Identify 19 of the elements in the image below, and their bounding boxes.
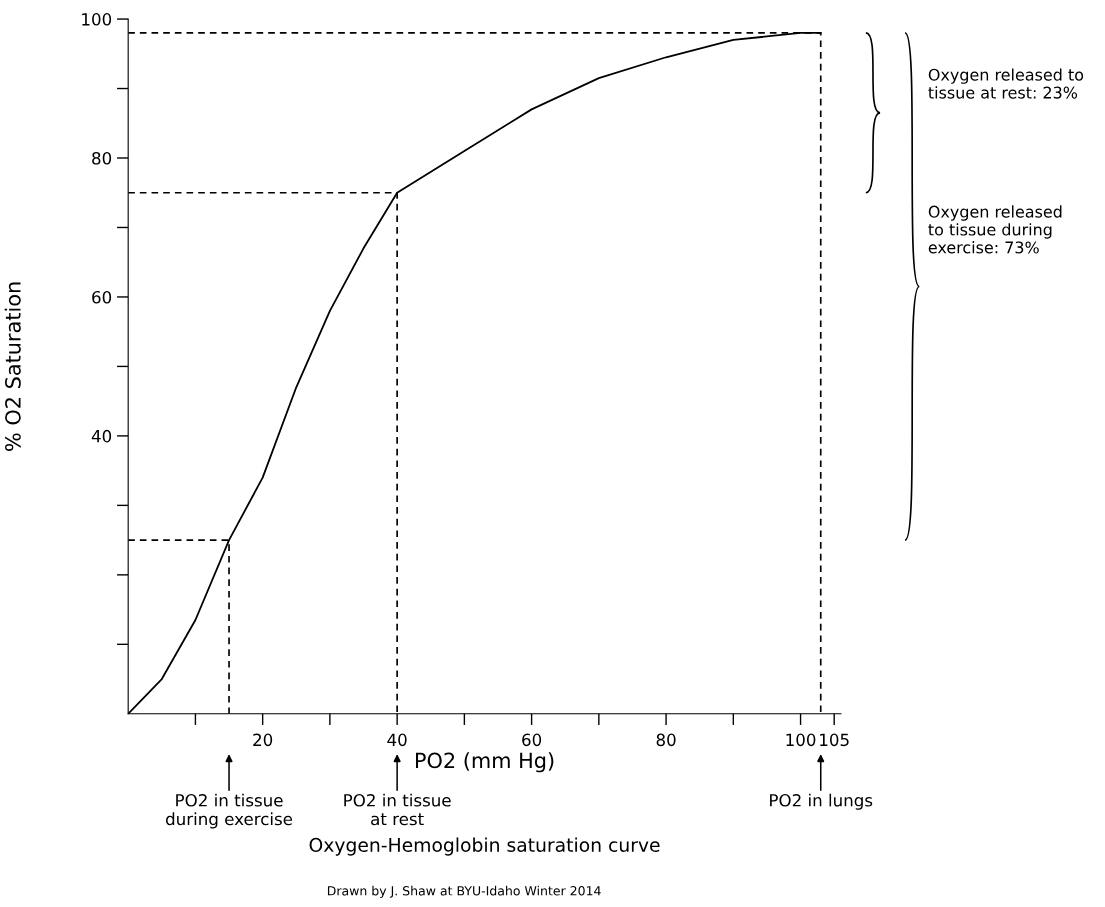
text: Oxygen-Hemoglobin saturation curve — [309, 837, 660, 856]
text: Oxygen released to tissue during exercise: 73% — [928, 205, 1062, 254]
y-tick-label: 80 — [92, 151, 112, 165]
text: Drawn by J. Shaw at BYU-Idaho Winter 2014 — [327, 885, 601, 898]
x-tick-label: 40 — [387, 733, 407, 747]
x-axis-title: PO2 (mm Hg) — [415, 752, 554, 773]
text: PO2 in lungs — [770, 793, 873, 810]
x-tick-label: 60 — [522, 733, 542, 747]
x-tick-label: 100 — [786, 733, 816, 747]
text: PO2 in tissue during exercise — [166, 793, 293, 829]
x-tick-label: 80 — [656, 733, 676, 747]
y-axis-title: % O2 Saturation — [4, 282, 21, 451]
x-tick-label: 105 — [820, 733, 849, 747]
y-tick-label: 100 — [82, 13, 112, 26]
x-tick-label: 20 — [253, 733, 273, 747]
text: PO2 in tissue at rest — [344, 793, 451, 826]
text: Oxygen released to tissue at rest: 23% — [928, 68, 1084, 99]
y-tick-label: 40 — [91, 429, 112, 443]
y-tick-label: 60 — [92, 290, 112, 304]
